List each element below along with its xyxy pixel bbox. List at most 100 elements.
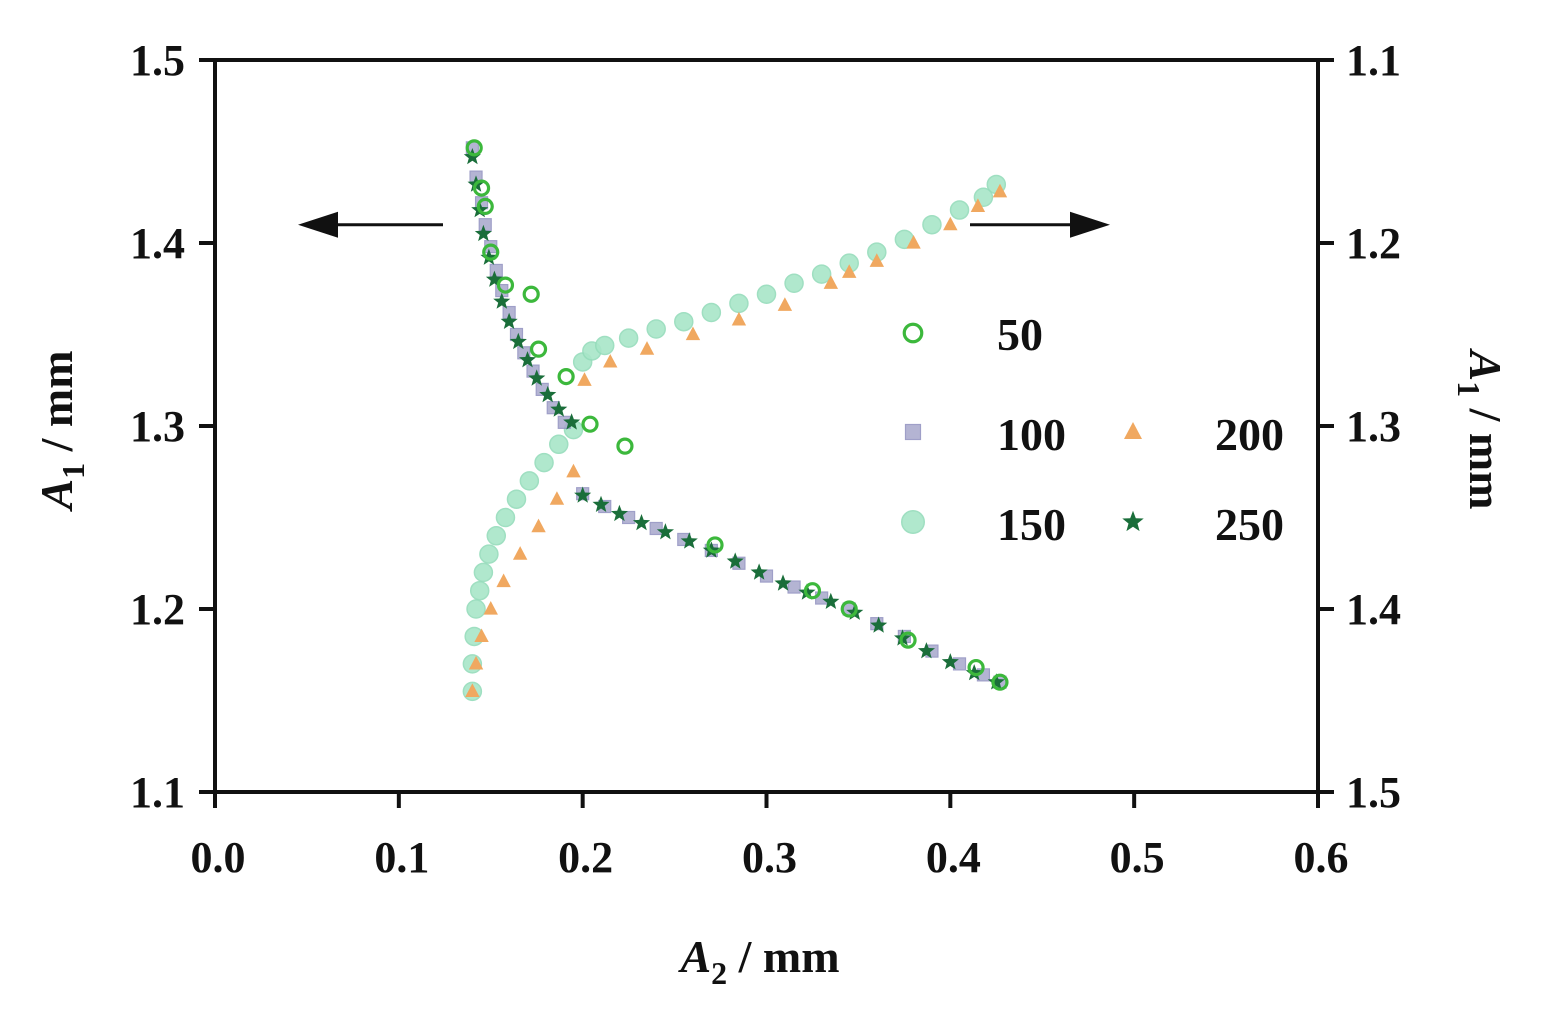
point-250-19 bbox=[680, 532, 698, 549]
point-150-6 bbox=[479, 544, 499, 564]
point-50-9 bbox=[616, 437, 634, 455]
point-250-23 bbox=[774, 574, 792, 591]
point-50-3 bbox=[482, 243, 500, 261]
x-axis-title-unit: / mm bbox=[727, 931, 839, 982]
legend-entry-150: 150 bbox=[901, 499, 1066, 550]
point-200-0 bbox=[465, 683, 480, 697]
y-left-axis-title-unit: / mm bbox=[31, 350, 82, 462]
series-50 bbox=[465, 139, 1009, 691]
y-left-tick-label: 1.1 bbox=[130, 768, 185, 817]
point-200-18 bbox=[906, 235, 921, 249]
x-tick-label: 0.0 bbox=[191, 833, 246, 882]
series-200 bbox=[465, 183, 1008, 697]
x-tick-label: 0.1 bbox=[374, 833, 429, 882]
point-250-31 bbox=[965, 664, 983, 681]
y-right-tick-label: 1.3 bbox=[1346, 402, 1401, 451]
y-right-tick-label: 1.4 bbox=[1346, 585, 1401, 634]
point-250-6 bbox=[493, 292, 511, 309]
x-tick-label: 0.2 bbox=[558, 833, 613, 882]
y-right-axis-title-unit: / mm bbox=[1460, 397, 1511, 509]
point-150-28 bbox=[922, 214, 942, 235]
point-150-18 bbox=[646, 319, 666, 339]
axes bbox=[199, 58, 1334, 808]
legend: 50 100 200 150 250 bbox=[901, 309, 1284, 550]
legend-label-150: 150 bbox=[997, 499, 1066, 550]
point-50-13 bbox=[899, 631, 917, 649]
point-200-13 bbox=[731, 311, 747, 326]
point-200-9 bbox=[577, 372, 592, 386]
point-250-14 bbox=[574, 486, 592, 503]
y-right-axis-title-sub: 1 bbox=[1451, 381, 1487, 397]
point-200-14 bbox=[777, 297, 793, 311]
x-axis-title-main: A bbox=[677, 931, 711, 982]
point-150-20 bbox=[701, 302, 722, 323]
point-50-0 bbox=[465, 139, 483, 157]
point-250-13 bbox=[563, 413, 581, 430]
x-tick-label: 0.3 bbox=[742, 833, 797, 882]
point-50-1 bbox=[472, 179, 491, 197]
x-tick-label: 0.6 bbox=[1294, 833, 1349, 882]
direction-arrows bbox=[298, 211, 1110, 238]
arrow-left-head bbox=[298, 211, 338, 238]
point-250-11 bbox=[539, 385, 557, 403]
point-200-20 bbox=[970, 198, 986, 212]
point-250-15 bbox=[592, 495, 610, 512]
legend-entry-200: 200 bbox=[1124, 409, 1284, 460]
point-250-16 bbox=[610, 504, 628, 522]
x-tick-label: 0.4 bbox=[926, 833, 981, 882]
point-150-11 bbox=[534, 452, 554, 473]
point-250-5 bbox=[485, 270, 503, 287]
point-200-10 bbox=[603, 353, 618, 368]
point-100-3 bbox=[478, 218, 492, 232]
point-50-14 bbox=[967, 658, 985, 677]
point-250-27 bbox=[870, 616, 888, 633]
point-250-7 bbox=[500, 312, 518, 329]
point-150-5 bbox=[473, 562, 494, 583]
point-150-17 bbox=[618, 328, 639, 348]
arrow-right-head bbox=[1070, 211, 1110, 238]
point-200-6 bbox=[531, 518, 546, 533]
point-50-12 bbox=[840, 600, 858, 618]
point-200-3 bbox=[483, 601, 498, 615]
x-axis-title-sub: 2 bbox=[711, 955, 727, 991]
point-200-5 bbox=[512, 546, 528, 560]
point-50-4 bbox=[496, 276, 515, 294]
point-250-18 bbox=[656, 523, 674, 540]
point-200-16 bbox=[842, 264, 857, 278]
point-150-29 bbox=[949, 200, 970, 220]
y-left-axis-title-main: A bbox=[31, 479, 82, 513]
arrow-right bbox=[970, 211, 1110, 238]
point-150-21 bbox=[729, 293, 749, 314]
point-200-2 bbox=[474, 628, 489, 643]
y-right-tick-label: 1.5 bbox=[1346, 768, 1401, 817]
x-axis-title: A2 / mm bbox=[677, 931, 839, 991]
x-tick-label: 0.5 bbox=[1110, 833, 1165, 882]
point-150-7 bbox=[486, 526, 507, 546]
point-200-1 bbox=[468, 655, 484, 670]
point-50-10 bbox=[706, 536, 724, 554]
y-left-axis-title-sub: 1 bbox=[55, 463, 91, 479]
point-150-12 bbox=[549, 434, 569, 455]
point-250-9 bbox=[519, 351, 537, 368]
point-100-5 bbox=[489, 263, 503, 278]
legend-marker-150 bbox=[901, 510, 925, 534]
y-right-axis-title-main: A bbox=[1460, 347, 1511, 381]
data-marks bbox=[462, 139, 1009, 702]
point-100-22 bbox=[787, 580, 801, 594]
point-150-3 bbox=[466, 599, 486, 619]
point-150-23 bbox=[784, 273, 804, 294]
tick-labels: 0.0 0.1 0.2 0.3 0.4 0.5 0.6 1.1 1.2 1.3 1.4 1.5 1.1 1… bbox=[130, 36, 1401, 882]
point-250-10 bbox=[528, 369, 546, 386]
point-50-15 bbox=[991, 673, 1009, 691]
point-100-17 bbox=[649, 521, 663, 536]
point-50-2 bbox=[476, 197, 494, 215]
legend-marker-200 bbox=[1124, 422, 1142, 439]
point-200-7 bbox=[549, 491, 565, 505]
legend-label-50: 50 bbox=[997, 309, 1043, 360]
point-200-17 bbox=[869, 253, 884, 267]
point-200-11 bbox=[639, 341, 655, 355]
point-50-6 bbox=[529, 340, 548, 358]
point-250-12 bbox=[550, 400, 568, 417]
legend-marker-100 bbox=[904, 423, 922, 441]
